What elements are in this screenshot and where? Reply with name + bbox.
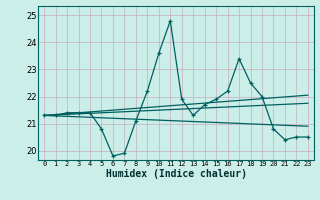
X-axis label: Humidex (Indice chaleur): Humidex (Indice chaleur) [106, 169, 246, 179]
